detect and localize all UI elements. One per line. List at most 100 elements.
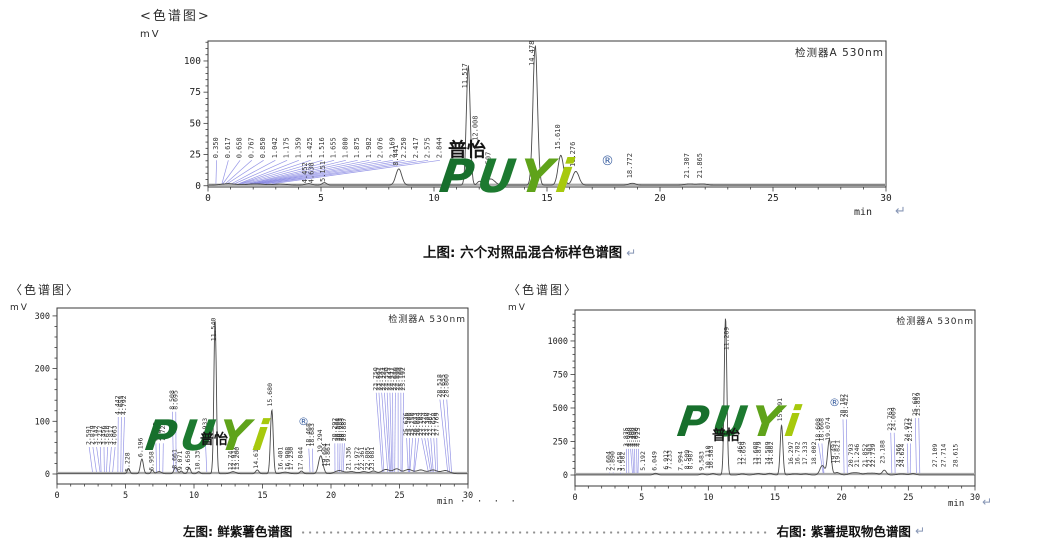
puyi-cn-watermark: 普怡 [200, 431, 228, 448]
svg-text:20.887: 20.887 [340, 418, 348, 442]
svg-text:10.110: 10.110 [704, 445, 712, 469]
registered-trademark-icon: ® [601, 154, 614, 169]
svg-text:min: min [854, 207, 872, 218]
svg-text:1.655: 1.655 [330, 137, 338, 158]
svg-text:20.504: 20.504 [333, 418, 341, 442]
svg-text:0: 0 [45, 470, 50, 480]
svg-text:3.610: 3.610 [103, 425, 111, 445]
svg-text:100: 100 [35, 417, 50, 427]
svg-text:7.275: 7.275 [151, 422, 159, 442]
svg-text:21.972: 21.972 [353, 447, 361, 471]
svg-text:1.359: 1.359 [294, 137, 302, 158]
svg-text:28.800: 28.800 [442, 374, 450, 398]
svg-text:23.862: 23.862 [374, 367, 382, 391]
svg-text:25.636: 25.636 [402, 412, 410, 436]
svg-text:27.380: 27.380 [423, 412, 431, 436]
svg-text:0: 0 [205, 193, 211, 204]
svg-text:14.802: 14.802 [767, 441, 775, 465]
svg-text:10.339: 10.339 [194, 447, 202, 471]
svg-text:7.472: 7.472 [155, 422, 163, 442]
svg-text:17.230: 17.230 [287, 447, 295, 471]
svg-text:16.401: 16.401 [277, 447, 285, 471]
svg-text:11.540: 11.540 [209, 318, 217, 342]
svg-text:14.619: 14.619 [252, 445, 260, 469]
svg-text:24.972: 24.972 [903, 418, 911, 442]
svg-text:28.615: 28.615 [951, 444, 959, 468]
svg-text:↵: ↵ [982, 495, 992, 509]
svg-text:21.246: 21.246 [853, 444, 861, 468]
caption-bottom: 左图: 鲜紫薯色谱图 右图: 紫薯提取物色谱图 ↵ [183, 521, 925, 540]
svg-text:20.422: 20.422 [842, 394, 850, 418]
svg-text:1.875: 1.875 [353, 137, 361, 158]
svg-text:4.408: 4.408 [628, 427, 636, 447]
svg-text:25: 25 [903, 493, 913, 503]
svg-text:21.307: 21.307 [683, 153, 691, 178]
svg-text:检测器A 530nm: 检测器A 530nm [388, 313, 466, 325]
svg-text:14.478: 14.478 [528, 41, 536, 66]
svg-text:24.366: 24.366 [895, 444, 903, 468]
svg-text:16.276: 16.276 [569, 142, 577, 167]
svg-text:14.509: 14.509 [763, 441, 771, 465]
svg-text:22.805: 22.805 [364, 447, 372, 471]
svg-text:0: 0 [54, 491, 59, 501]
svg-text:15.610: 15.610 [554, 124, 562, 149]
svg-text:250: 250 [553, 437, 568, 447]
svg-text:9.650: 9.650 [184, 451, 192, 471]
svg-text:8.441: 8.441 [392, 145, 400, 166]
svg-text:4.655: 4.655 [117, 395, 125, 415]
svg-text:17.844: 17.844 [296, 447, 304, 471]
svg-text:5: 5 [318, 193, 324, 204]
svg-text:27.769: 27.769 [432, 412, 440, 436]
dotted-leader [298, 531, 771, 534]
svg-text:12.659: 12.659 [739, 441, 747, 465]
svg-text:25: 25 [190, 150, 201, 161]
svg-text:25.192: 25.192 [399, 367, 407, 391]
svg-text:mV: mV [508, 303, 527, 313]
svg-text:25.859: 25.859 [914, 392, 922, 416]
svg-text:检测器A 530nm: 检测器A 530nm [795, 46, 884, 59]
svg-text:24.009: 24.009 [890, 407, 898, 431]
svg-text:16.782: 16.782 [793, 441, 801, 465]
svg-text:19.074: 19.074 [824, 417, 832, 441]
svg-text:3.458: 3.458 [616, 452, 624, 472]
svg-text:mV: mV [140, 29, 161, 40]
svg-text:15: 15 [541, 193, 552, 204]
svg-text:· · · ·: · · · · [460, 497, 519, 507]
svg-text:12.931: 12.931 [230, 447, 238, 471]
svg-text:25.607: 25.607 [911, 392, 919, 416]
svg-text:3.142: 3.142 [92, 425, 100, 445]
svg-text:28.655: 28.655 [439, 374, 447, 398]
svg-text:6.958: 6.958 [147, 451, 155, 471]
svg-text:50: 50 [190, 118, 202, 129]
return-mark: ↵ [914, 523, 925, 538]
svg-text:2.417: 2.417 [412, 137, 420, 158]
svg-text:20.182: 20.182 [839, 394, 847, 418]
svg-text:0.658: 0.658 [236, 137, 244, 158]
svg-text:4.650: 4.650 [632, 427, 640, 447]
svg-text:8.987: 8.987 [687, 450, 695, 470]
svg-text:300: 300 [35, 312, 50, 322]
puyi-cn-watermark: 普怡 [448, 138, 486, 161]
svg-text:19.604: 19.604 [321, 443, 329, 467]
svg-text:3.582: 3.582 [619, 452, 627, 472]
svg-text:1.042: 1.042 [271, 137, 279, 158]
svg-text:4.308: 4.308 [626, 427, 634, 447]
svg-text:3.217: 3.217 [96, 425, 104, 445]
puyi-logo-watermark: PUYi [675, 397, 808, 446]
svg-text:20.292: 20.292 [330, 418, 338, 442]
svg-text:4.638: 4.638 [308, 162, 316, 183]
svg-text:17.333: 17.333 [801, 441, 809, 465]
svg-text:3.817: 3.817 [107, 425, 115, 445]
svg-text:18.608: 18.608 [814, 418, 822, 442]
svg-text:25: 25 [394, 491, 404, 501]
svg-text:20.793: 20.793 [847, 444, 855, 468]
caption-top-text: 上图: 六个对照品混合标样色谱图 [423, 245, 623, 261]
svg-text:10.933: 10.933 [201, 418, 209, 442]
svg-text:0: 0 [563, 471, 568, 481]
svg-text:8.508: 8.508 [168, 390, 176, 410]
svg-text:5: 5 [639, 493, 644, 503]
svg-text:20.783: 20.783 [338, 418, 346, 442]
svg-text:12.741: 12.741 [227, 447, 235, 471]
svg-text:24.650: 24.650 [391, 367, 399, 391]
